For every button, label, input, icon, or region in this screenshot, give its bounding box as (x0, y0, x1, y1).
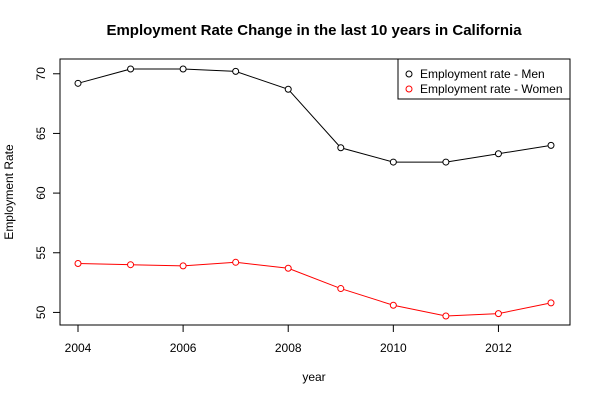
x-tick-label: 2004 (65, 341, 92, 355)
y-tick-label: 70 (34, 67, 48, 81)
legend-label: Employment rate - Men (420, 67, 545, 81)
data-point (74, 79, 82, 87)
series-line (77, 261, 552, 317)
data-point (389, 158, 397, 166)
data-point (232, 67, 240, 75)
data-point (389, 301, 397, 309)
chart-title: Employment Rate Change in the last 10 ye… (106, 22, 522, 39)
legend-label: Employment rate - Women (420, 82, 563, 96)
data-point (127, 261, 135, 269)
data-point (494, 310, 502, 318)
data-point (337, 285, 345, 293)
legend-marker (405, 85, 413, 93)
data-point (284, 85, 292, 93)
data-point (179, 262, 187, 270)
data-point (127, 65, 135, 73)
data-point (284, 264, 292, 272)
data-point (442, 312, 450, 320)
data-point (74, 259, 82, 267)
data-point (547, 141, 555, 149)
data-point (494, 150, 502, 158)
y-tick-label: 60 (34, 186, 48, 200)
data-point (547, 299, 555, 307)
y-tick-label: 55 (34, 246, 48, 260)
series-0 (74, 65, 555, 166)
x-axis-label: year (302, 370, 325, 384)
series-layer (74, 65, 555, 320)
data-point (337, 144, 345, 152)
legend-box (397, 58, 571, 100)
x-axis: 2004 2006 2008 2010 2012 (65, 324, 512, 355)
data-point (232, 258, 240, 266)
data-point (442, 158, 450, 166)
x-tick-label: 2012 (485, 341, 512, 355)
y-axis-label: Employment Rate (2, 144, 16, 240)
x-tick-label: 2010 (380, 341, 407, 355)
y-tick-label: 65 (34, 126, 48, 140)
legend-marker (405, 70, 413, 78)
x-tick-label: 2008 (275, 341, 302, 355)
y-tick-label: 50 (34, 305, 48, 319)
series-1 (74, 258, 555, 320)
x-tick-label: 2006 (170, 341, 197, 355)
data-point (179, 65, 187, 73)
y-axis: 50 55 60 65 70 (34, 67, 61, 319)
series-line (77, 68, 552, 163)
